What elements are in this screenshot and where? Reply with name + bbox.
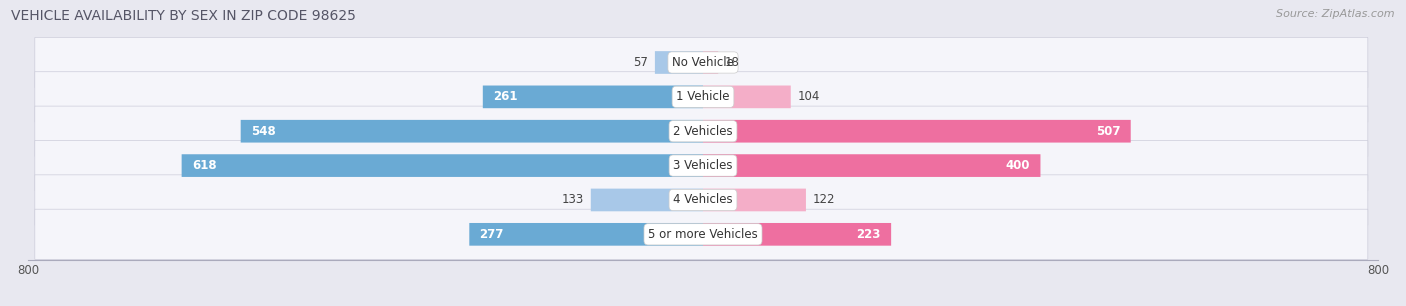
FancyBboxPatch shape [703,188,806,211]
Text: 507: 507 [1097,125,1121,138]
Text: 122: 122 [813,193,835,207]
FancyBboxPatch shape [591,188,703,211]
FancyBboxPatch shape [35,209,1368,259]
Text: 57: 57 [633,56,648,69]
Text: 261: 261 [494,90,517,103]
Text: Source: ZipAtlas.com: Source: ZipAtlas.com [1277,9,1395,19]
FancyBboxPatch shape [181,154,703,177]
Text: 400: 400 [1005,159,1031,172]
FancyBboxPatch shape [35,140,1368,191]
Text: 618: 618 [191,159,217,172]
Text: VEHICLE AVAILABILITY BY SEX IN ZIP CODE 98625: VEHICLE AVAILABILITY BY SEX IN ZIP CODE … [11,9,356,23]
Text: 104: 104 [797,90,820,103]
FancyBboxPatch shape [240,120,703,143]
FancyBboxPatch shape [655,51,703,74]
FancyBboxPatch shape [482,85,703,108]
FancyBboxPatch shape [35,37,1368,88]
Text: 133: 133 [562,193,583,207]
Text: 223: 223 [856,228,882,241]
FancyBboxPatch shape [35,72,1368,122]
FancyBboxPatch shape [35,175,1368,225]
Text: 3 Vehicles: 3 Vehicles [673,159,733,172]
FancyBboxPatch shape [703,223,891,246]
Text: No Vehicle: No Vehicle [672,56,734,69]
FancyBboxPatch shape [703,51,718,74]
FancyBboxPatch shape [703,85,790,108]
Text: 548: 548 [250,125,276,138]
Text: 277: 277 [479,228,503,241]
Text: 1 Vehicle: 1 Vehicle [676,90,730,103]
FancyBboxPatch shape [470,223,703,246]
FancyBboxPatch shape [703,120,1130,143]
Text: 2 Vehicles: 2 Vehicles [673,125,733,138]
FancyBboxPatch shape [35,106,1368,156]
Text: 18: 18 [725,56,740,69]
Text: 4 Vehicles: 4 Vehicles [673,193,733,207]
FancyBboxPatch shape [703,154,1040,177]
Text: 5 or more Vehicles: 5 or more Vehicles [648,228,758,241]
